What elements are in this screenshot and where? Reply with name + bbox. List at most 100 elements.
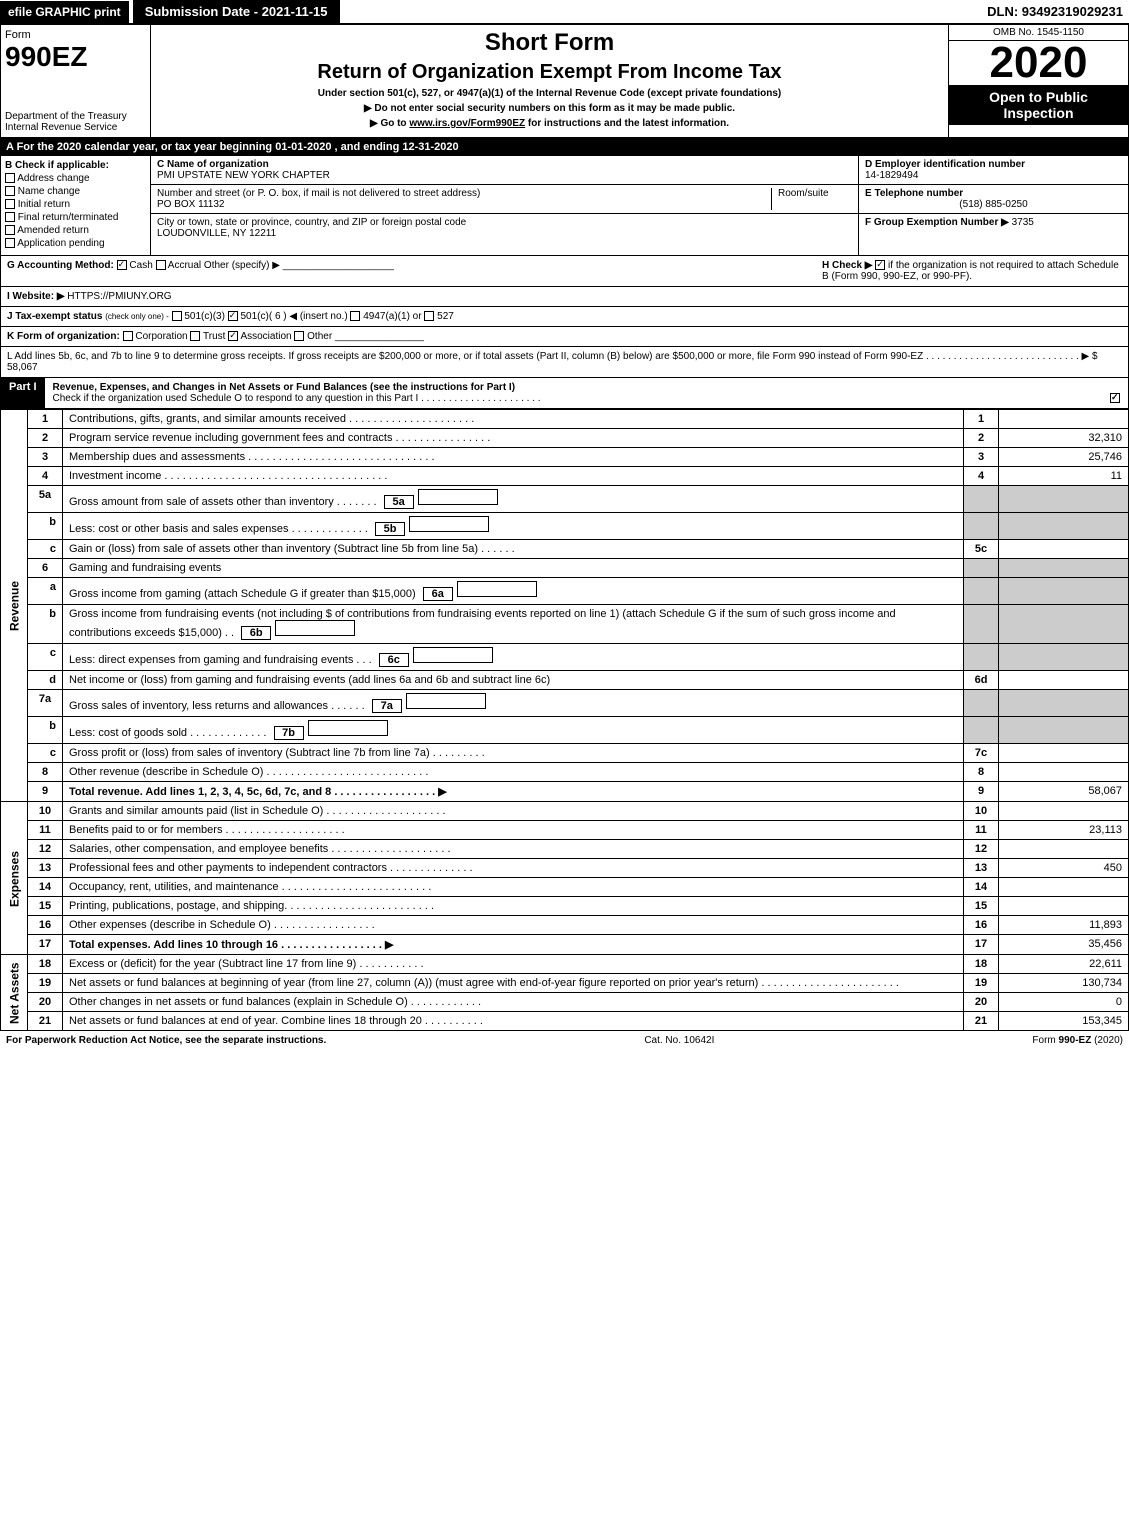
line-21-num: 21	[28, 1012, 63, 1031]
line-7c-val	[999, 744, 1129, 763]
line-4-val: 11	[999, 467, 1129, 486]
line-18-val: 22,611	[999, 955, 1129, 974]
org-name-label: C Name of organization	[157, 159, 852, 170]
section-i: I Website: ▶ HTTPS://PMIUNY.ORG	[0, 287, 1129, 307]
line-7b-num: b	[28, 717, 63, 744]
room-suite-label: Room/suite	[772, 188, 852, 210]
part-1-label: Part I	[1, 378, 45, 408]
section-d-e-f: D Employer identification number 14-1829…	[858, 156, 1128, 255]
address-label: Number and street (or P. O. box, if mail…	[157, 188, 765, 199]
check-4947[interactable]	[350, 311, 360, 321]
section-h: H Check ▶ if the organization is not req…	[822, 260, 1122, 282]
section-g: G Accounting Method: Cash Accrual Other …	[7, 260, 394, 282]
line-18-num: 18	[28, 955, 63, 974]
page-footer: For Paperwork Reduction Act Notice, see …	[0, 1031, 1129, 1050]
line-19-val: 130,734	[999, 974, 1129, 993]
line-7b-desc: Less: cost of goods sold . . . . . . . .…	[63, 717, 964, 744]
subtitle-1: Under section 501(c), 527, or 4947(a)(1)…	[155, 88, 944, 99]
line-18-desc: Excess or (deficit) for the year (Subtra…	[63, 955, 964, 974]
line-8-desc: Other revenue (describe in Schedule O) .…	[63, 763, 964, 782]
footer-right: Form 990-EZ (2020)	[1032, 1035, 1123, 1046]
section-k: K Form of organization: Corporation Trus…	[0, 327, 1129, 347]
check-schedule-o[interactable]	[1110, 393, 1120, 403]
line-17-num: 17	[28, 935, 63, 955]
check-trust[interactable]	[190, 331, 200, 341]
check-association[interactable]	[228, 331, 238, 341]
line-10-desc: Grants and similar amounts paid (list in…	[63, 802, 964, 821]
line-20-val: 0	[999, 993, 1129, 1012]
efile-print-button[interactable]: efile GRAPHIC print	[0, 1, 129, 23]
line-2-desc: Program service revenue including govern…	[63, 429, 964, 448]
line-20-desc: Other changes in net assets or fund bala…	[63, 993, 964, 1012]
line-11-num: 11	[28, 821, 63, 840]
line-6d-desc: Net income or (loss) from gaming and fun…	[63, 671, 964, 690]
header-left: Form 990EZ Department of the Treasury In…	[1, 25, 151, 137]
ein-row: D Employer identification number 14-1829…	[859, 156, 1128, 185]
line-9-num: 9	[28, 782, 63, 802]
side-expenses: Expenses	[1, 802, 28, 955]
form-number: 990EZ	[5, 41, 146, 73]
phone-row: E Telephone number (518) 885-0250	[859, 185, 1128, 214]
line-6-desc: Gaming and fundraising events	[63, 559, 964, 578]
form-label: Form	[5, 29, 146, 41]
line-13-num: 13	[28, 859, 63, 878]
website-value: HTTPS://PMIUNY.ORG	[67, 291, 171, 302]
check-final-return[interactable]: Final return/terminated	[5, 212, 146, 223]
tax-year-row: A For the 2020 calendar year, or tax yea…	[0, 138, 1129, 156]
line-5b-num: b	[28, 513, 63, 540]
irs-link[interactable]: www.irs.gov/Form990EZ	[409, 118, 525, 129]
check-527[interactable]	[424, 311, 434, 321]
check-accrual[interactable]	[156, 260, 166, 270]
side-net-assets: Net Assets	[1, 955, 28, 1031]
subtitle-2: ▶ Do not enter social security numbers o…	[155, 103, 944, 114]
check-other-org[interactable]	[294, 331, 304, 341]
line-6b-desc: Gross income from fundraising events (no…	[63, 605, 964, 644]
check-cash[interactable]	[117, 260, 127, 270]
lines-table: Revenue 1Contributions, gifts, grants, a…	[0, 409, 1129, 1031]
check-address-change[interactable]: Address change	[5, 173, 146, 184]
check-initial-return[interactable]: Initial return	[5, 199, 146, 210]
check-501c[interactable]	[228, 311, 238, 321]
line-11-val: 23,113	[999, 821, 1129, 840]
section-j: J Tax-exempt status (check only one) - 5…	[0, 307, 1129, 327]
line-14-desc: Occupancy, rent, utilities, and maintena…	[63, 878, 964, 897]
check-501c3[interactable]	[172, 311, 182, 321]
check-amended-return[interactable]: Amended return	[5, 225, 146, 236]
line-6a-desc: Gross income from gaming (attach Schedul…	[63, 578, 964, 605]
line-7a-num: 7a	[28, 690, 63, 717]
section-g-h: G Accounting Method: Cash Accrual Other …	[0, 256, 1129, 287]
dept-treasury: Department of the Treasury Internal Reve…	[5, 111, 146, 133]
line-2-num: 2	[28, 429, 63, 448]
line-15-desc: Printing, publications, postage, and shi…	[63, 897, 964, 916]
check-application-pending[interactable]: Application pending	[5, 238, 146, 249]
line-9-desc: Total revenue. Add lines 1, 2, 3, 4, 5c,…	[63, 782, 964, 802]
line-12-desc: Salaries, other compensation, and employ…	[63, 840, 964, 859]
city-label: City or town, state or province, country…	[157, 217, 466, 228]
subtitle-3: ▶ Go to www.irs.gov/Form990EZ for instru…	[155, 118, 944, 129]
submission-date: Submission Date - 2021-11-15	[133, 0, 340, 23]
tax-year: 2020	[949, 41, 1128, 85]
footer-left: For Paperwork Reduction Act Notice, see …	[6, 1035, 326, 1046]
check-name-change[interactable]: Name change	[5, 186, 146, 197]
check-corporation[interactable]	[123, 331, 133, 341]
line-1-num: 1	[28, 410, 63, 429]
line-5a-num: 5a	[28, 486, 63, 513]
line-6-num: 6	[28, 559, 63, 578]
short-form-title: Short Form	[155, 29, 944, 57]
line-6b-num: b	[28, 605, 63, 644]
line-3-val: 25,746	[999, 448, 1129, 467]
address-value: PO BOX 11132	[157, 199, 765, 210]
phone-value: (518) 885-0250	[865, 199, 1122, 210]
line-15-num: 15	[28, 897, 63, 916]
line-17-desc: Total expenses. Add lines 10 through 16 …	[63, 935, 964, 955]
group-value: 3735	[1012, 217, 1034, 228]
line-11-desc: Benefits paid to or for members . . . . …	[63, 821, 964, 840]
address-row: Number and street (or P. O. box, if mail…	[151, 185, 858, 214]
open-to-public: Open to Public Inspection	[949, 85, 1128, 125]
line-14-num: 14	[28, 878, 63, 897]
check-schedule-b[interactable]	[875, 260, 885, 270]
group-row: F Group Exemption Number ▶ 3735	[859, 214, 1128, 231]
city-row: City or town, state or province, country…	[151, 214, 858, 242]
line-7c-desc: Gross profit or (loss) from sales of inv…	[63, 744, 964, 763]
line-19-num: 19	[28, 974, 63, 993]
